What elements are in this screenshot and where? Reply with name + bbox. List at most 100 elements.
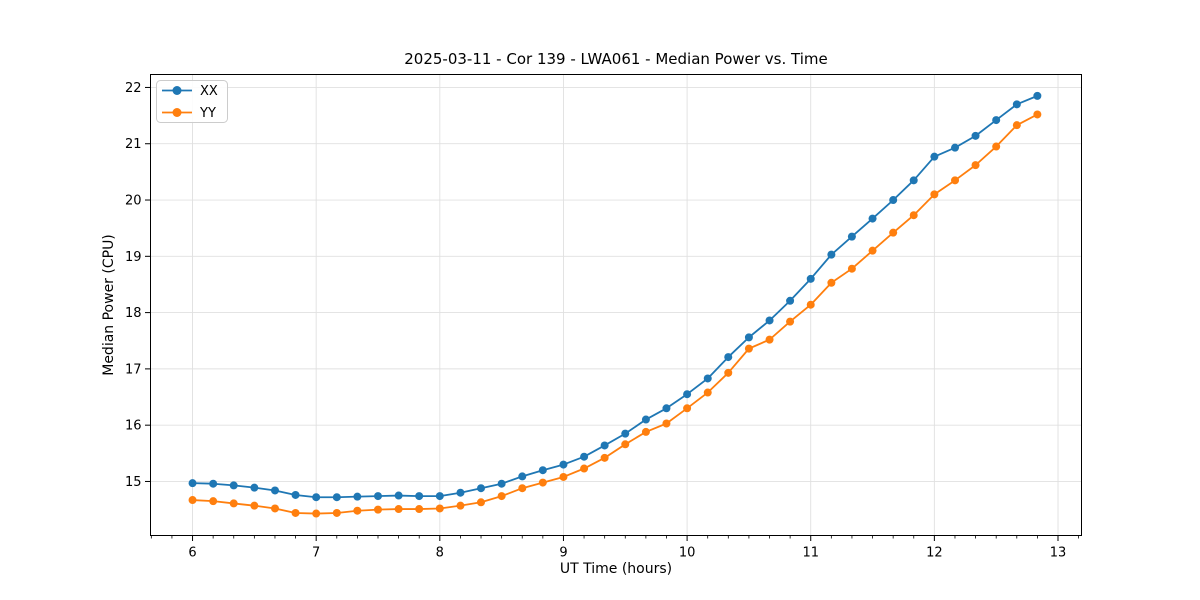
- y-tick-label: 18: [125, 306, 142, 321]
- x-tick-label: 13: [1050, 546, 1067, 561]
- data-point-xx: [703, 374, 712, 383]
- data-point-xx: [518, 472, 527, 481]
- data-point-yy: [312, 509, 321, 518]
- data-point-yy: [951, 176, 960, 185]
- x-axis-label: UT Time (hours): [560, 561, 672, 577]
- data-point-yy: [250, 501, 259, 510]
- data-point-yy: [415, 505, 424, 514]
- grid-layer: [150, 74, 1082, 536]
- x-tick-label: 12: [926, 546, 943, 561]
- y-tick-label: 15: [125, 475, 142, 490]
- data-point-xx: [456, 488, 465, 497]
- data-point-xx: [332, 493, 341, 502]
- y-tick-label: 21: [125, 137, 142, 152]
- y-tick-label: 19: [125, 250, 142, 265]
- data-point-xx: [683, 390, 692, 399]
- data-point-xx: [889, 196, 898, 205]
- data-point-xx: [806, 274, 815, 283]
- series-line-xx: [192, 95, 1038, 499]
- x-tick-label: 10: [679, 546, 696, 561]
- data-point-xx: [476, 484, 485, 493]
- data-point-xx: [621, 429, 630, 438]
- data-point-xx: [209, 479, 218, 488]
- x-tick-label: 8: [436, 546, 444, 561]
- data-point-yy: [580, 464, 589, 473]
- series-layer: [188, 91, 1042, 518]
- y-axis-label: Median Power (CPU): [101, 234, 117, 376]
- data-point-xx: [786, 296, 795, 305]
- data-point-xx: [538, 466, 547, 475]
- data-point-yy: [683, 404, 692, 413]
- data-point-xx: [600, 441, 609, 450]
- data-point-yy: [456, 501, 465, 510]
- data-point-yy: [1033, 110, 1042, 119]
- series-line-yy: [192, 113, 1038, 515]
- data-point-yy: [930, 190, 939, 199]
- data-point-xx: [559, 460, 568, 469]
- legend: XX YY: [156, 80, 228, 123]
- data-point-xx: [971, 131, 980, 140]
- data-point-xx: [744, 333, 753, 342]
- data-point-yy: [703, 388, 712, 397]
- data-point-yy: [765, 335, 774, 344]
- data-point-yy: [1012, 121, 1021, 130]
- data-point-xx: [250, 483, 259, 492]
- chart-title: 2025-03-11 - Cor 139 - LWA061 - Median P…: [404, 50, 828, 68]
- y-tick-label: 22: [125, 81, 142, 96]
- x-tick-label: 6: [188, 546, 196, 561]
- data-point-xx: [909, 176, 918, 185]
- data-point-yy: [559, 472, 568, 481]
- data-point-xx: [868, 214, 877, 223]
- data-point-yy: [518, 484, 527, 493]
- data-point-xx: [394, 491, 403, 500]
- data-point-xx: [415, 492, 424, 501]
- data-point-yy: [724, 368, 733, 377]
- data-point-yy: [786, 317, 795, 326]
- data-point-yy: [806, 300, 815, 309]
- data-point-yy: [744, 344, 753, 353]
- legend-label-yy: YY: [199, 106, 216, 121]
- data-point-xx: [662, 404, 671, 413]
- data-point-xx: [724, 353, 733, 362]
- data-point-xx: [353, 492, 362, 501]
- data-point-yy: [538, 478, 547, 487]
- data-point-yy: [394, 505, 403, 514]
- data-point-yy: [435, 504, 444, 513]
- data-point-xx: [374, 492, 382, 501]
- data-point-xx: [435, 492, 444, 501]
- legend-item-xx: XX: [162, 84, 218, 99]
- data-point-yy: [600, 453, 609, 462]
- data-point-xx: [188, 479, 197, 488]
- data-point-xx: [951, 143, 960, 152]
- tick-layer: 6 7 8 9 10 11 12 13 15 16 17 18 19 20 21 22: [125, 81, 1080, 561]
- plot-border: [150, 74, 1082, 536]
- data-point-yy: [497, 492, 506, 501]
- data-point-xx: [291, 490, 300, 499]
- x-tick-label: 9: [559, 546, 567, 561]
- data-point-xx: [312, 493, 321, 502]
- data-point-xx: [497, 479, 506, 488]
- legend-marker-xx: [172, 86, 182, 95]
- data-point-yy: [662, 419, 671, 428]
- data-point-yy: [271, 504, 279, 513]
- data-point-yy: [209, 497, 218, 506]
- data-point-yy: [909, 211, 918, 220]
- data-point-xx: [765, 316, 774, 325]
- data-point-xx: [930, 152, 939, 161]
- data-point-yy: [641, 427, 650, 436]
- data-point-yy: [353, 506, 362, 515]
- data-point-yy: [229, 499, 238, 508]
- data-point-yy: [992, 142, 1001, 151]
- data-point-xx: [847, 232, 856, 241]
- data-point-xx: [1012, 100, 1021, 109]
- data-point-xx: [271, 486, 279, 495]
- data-point-yy: [476, 498, 485, 507]
- data-point-xx: [641, 415, 650, 424]
- data-point-xx: [229, 481, 238, 490]
- legend-label-xx: XX: [200, 84, 218, 99]
- legend-marker-yy: [172, 108, 182, 117]
- data-point-yy: [374, 505, 382, 514]
- x-tick-label: 7: [312, 546, 320, 561]
